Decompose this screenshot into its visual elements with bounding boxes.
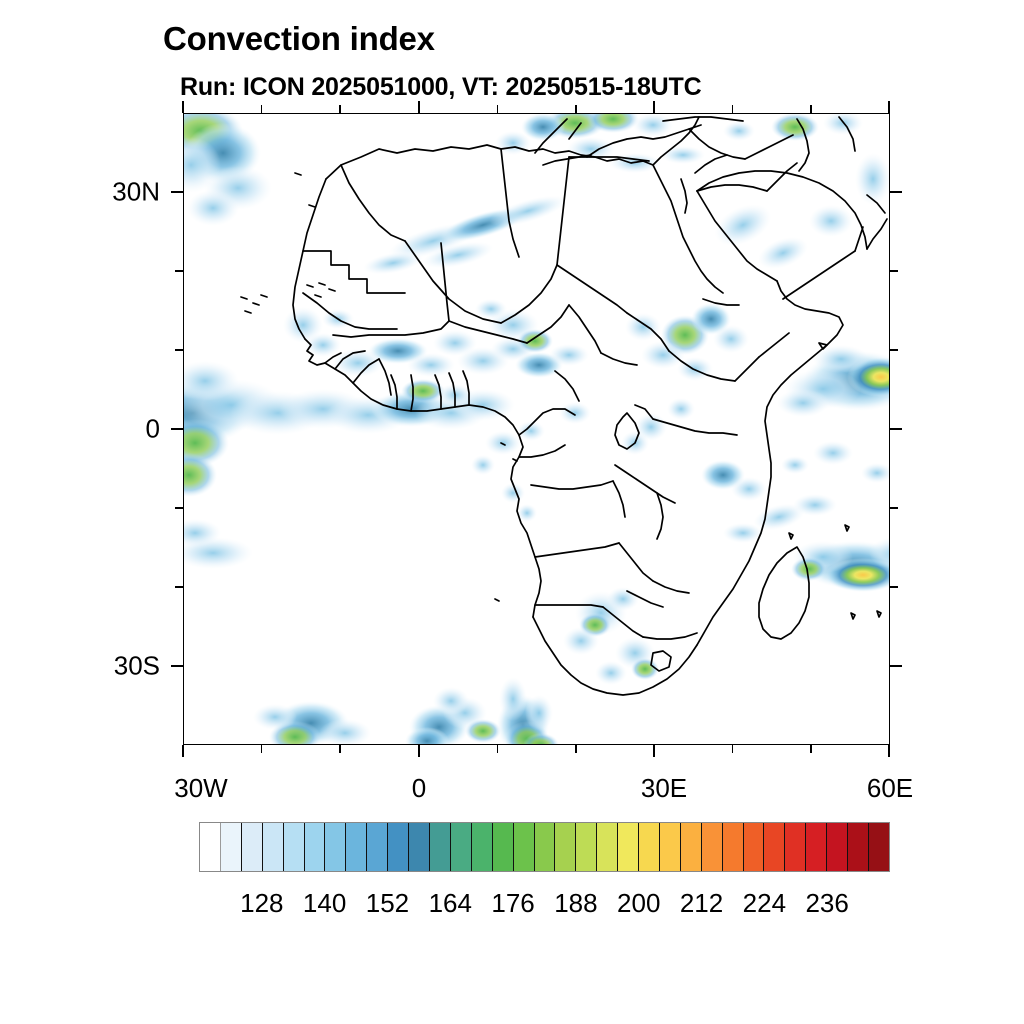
y-tick-right-minor-20S [890, 586, 898, 588]
colorbar-cell-15 [513, 823, 535, 871]
colorbar-cell-27 [764, 823, 786, 871]
colorbar-cell-20 [618, 823, 640, 871]
colorbar-tick-188: 188 [554, 888, 598, 918]
y-tick-right-30N [890, 191, 902, 193]
colorbar[interactable] [199, 822, 890, 872]
y-tick-minor-20N [175, 270, 183, 272]
page-title: Convection index [163, 20, 435, 57]
colorbar-cell-19 [597, 823, 619, 871]
colorbar-tick-200: 200 [617, 888, 661, 918]
y-tick-minor-10N [175, 349, 183, 351]
colorbar-cell-12 [450, 823, 472, 871]
x-tick-minor-50E [810, 745, 812, 753]
x-tick-minor-20W [260, 745, 263, 753]
colorbar-cell-26 [743, 823, 765, 871]
colorbar-tick-212: 212 [679, 888, 724, 918]
y-tick-minor-20S [175, 586, 183, 588]
x-tick-minor-10W [339, 745, 341, 753]
colorbar-cell-5 [304, 823, 326, 871]
y-tick-right-minor-20N [890, 270, 898, 272]
colorbar-cell-8 [367, 823, 389, 871]
y-tick-right-0 [890, 428, 902, 430]
x-axis-label-0: 0 [411, 773, 427, 803]
convection-field [183, 113, 890, 745]
colorbar-cell-11 [429, 823, 451, 871]
colorbar-cell-13 [471, 823, 493, 871]
y-axis-label-30S: 30S [113, 650, 160, 681]
x-tick-top-minor-20E [575, 105, 577, 113]
colorbar-cell-4 [283, 823, 305, 871]
map-svg [183, 113, 890, 745]
map-plot-area [183, 113, 890, 745]
colorbar-cell-10 [409, 823, 430, 871]
colorbar-cell-17 [555, 823, 577, 871]
y-tick-0 [171, 428, 183, 430]
colorbar-cell-32 [869, 823, 889, 871]
x-tick-top-minor-10E [496, 105, 499, 113]
colorbar-cell-31 [848, 823, 869, 871]
x-tick-minor-10E [496, 745, 499, 753]
x-tick-top-minor-40E [731, 105, 734, 113]
colorbar-cell-28 [785, 823, 807, 871]
y-axis-label-30N: 30N [112, 176, 160, 207]
coastlines-and-borders [240, 116, 888, 696]
y-tick-30S [171, 665, 183, 667]
y-tick-minor-10S [175, 507, 183, 509]
colorbar-cell-7 [346, 823, 368, 871]
colorbar-cell-21 [639, 823, 660, 871]
x-axis-label-30W: 30W [174, 773, 228, 803]
colorbar-cell-24 [701, 823, 723, 871]
y-tick-30N [171, 191, 183, 193]
colorbar-tick-236: 236 [805, 888, 849, 918]
x-tick-top-60E [888, 101, 890, 113]
colorbar-cell-14 [492, 823, 514, 871]
colorbar-tick-164: 164 [428, 888, 472, 918]
x-tick-60E [888, 745, 890, 757]
x-axis-label-60E: 60E [866, 773, 914, 803]
x-tick-30E [653, 745, 655, 757]
x-tick-top-minor-20W [260, 105, 263, 113]
colorbar-cell-0 [200, 823, 221, 871]
colorbar-tick-224: 224 [742, 888, 787, 918]
x-tick-top-0 [418, 101, 420, 113]
x-tick-top-minor-50E [810, 105, 812, 113]
colorbar-cell-9 [388, 823, 410, 871]
x-tick-top-30E [653, 101, 655, 113]
x-tick-30W [182, 745, 184, 757]
colorbar-cell-6 [325, 823, 347, 871]
colorbar-tick-152: 152 [365, 888, 410, 918]
y-axis-label-0: 0 [145, 413, 160, 444]
colorbar-cell-30 [827, 823, 849, 871]
colorbar-cell-16 [534, 823, 556, 871]
colorbar-cell-29 [806, 823, 828, 871]
colorbar-tick-128: 128 [240, 888, 284, 918]
x-tick-minor-40E [731, 745, 734, 753]
colorbar-cell-22 [659, 823, 681, 871]
chart-subtitle: Run: ICON 2025051000, VT: 20250515-18UTC [180, 73, 702, 101]
colorbar-tick-176: 176 [491, 888, 535, 918]
colorbar-cell-3 [262, 823, 284, 871]
colorbar-cell-23 [680, 823, 702, 871]
colorbar-cell-1 [220, 823, 242, 871]
colorbar-cell-18 [576, 823, 598, 871]
colorbar-tick-140: 140 [302, 888, 347, 918]
y-tick-right-minor-10S [890, 507, 898, 509]
y-tick-right-minor-10N [890, 349, 898, 351]
x-axis-label-30E: 30E [640, 773, 688, 803]
colorbar-cell-25 [722, 823, 744, 871]
x-tick-top-minor-10W [339, 105, 341, 113]
x-tick-top-30W [182, 101, 184, 113]
colorbar-cell-2 [241, 823, 263, 871]
x-tick-0 [418, 745, 420, 757]
y-tick-right-30S [890, 665, 902, 667]
x-tick-minor-20E [575, 745, 577, 753]
